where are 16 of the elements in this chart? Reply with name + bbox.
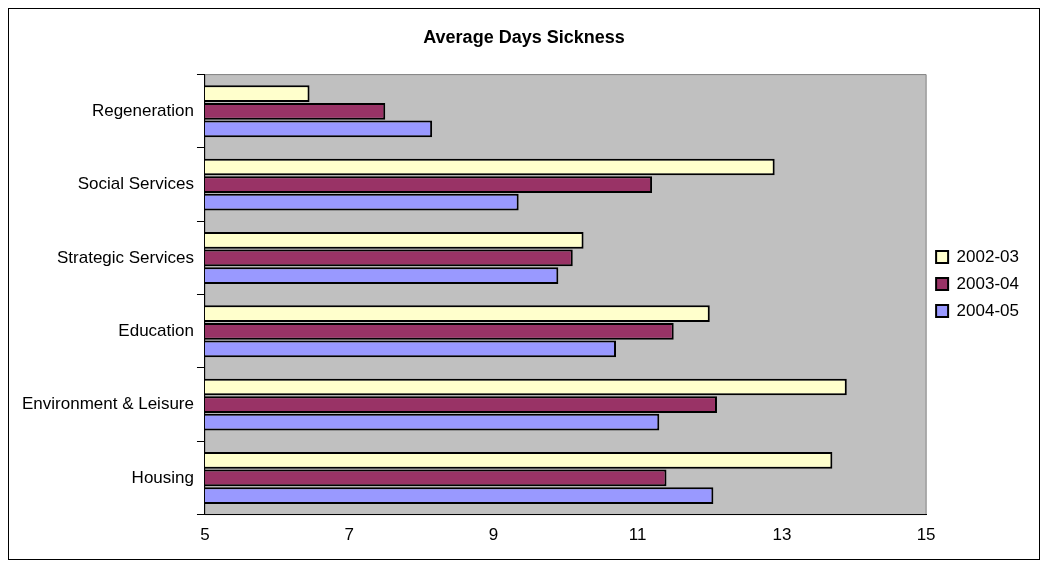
- y-tick-label: Education: [118, 320, 194, 340]
- x-tick-label: 7: [344, 525, 354, 545]
- legend-label: 2004-05: [956, 300, 1019, 320]
- y-tick-label: Housing: [131, 467, 194, 487]
- x-tick-label: 15: [916, 525, 936, 545]
- legend-label: 2003-04: [956, 273, 1019, 293]
- x-tick-label: 13: [772, 525, 792, 545]
- chart-title: Average Days Sickness: [423, 26, 625, 47]
- x-tick-label: 11: [628, 525, 647, 545]
- y-tick-label: Strategic Services: [56, 247, 194, 267]
- x-tick-label: 9: [488, 525, 499, 545]
- y-tick-label: Regeneration: [91, 100, 194, 120]
- legend-label: 2002-03: [956, 246, 1019, 266]
- x-tick-label: 5: [200, 525, 210, 545]
- y-tick-label: Social Services: [77, 174, 194, 194]
- y-tick-label: Environment & Leisure: [21, 394, 194, 414]
